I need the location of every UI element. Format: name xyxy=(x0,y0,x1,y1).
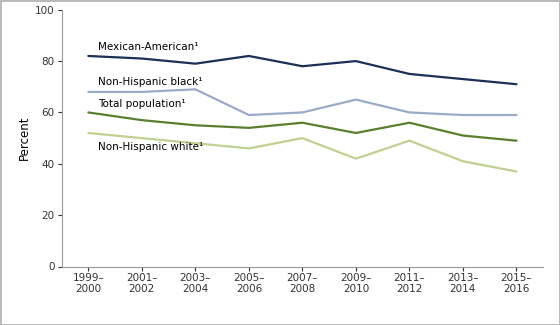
Text: Mexican-American¹: Mexican-American¹ xyxy=(98,42,198,52)
Text: Non-Hispanic black¹: Non-Hispanic black¹ xyxy=(98,77,203,87)
Text: Non-Hispanic white¹: Non-Hispanic white¹ xyxy=(98,142,203,152)
Y-axis label: Percent: Percent xyxy=(18,116,31,160)
Text: Total population¹: Total population¹ xyxy=(98,98,185,109)
